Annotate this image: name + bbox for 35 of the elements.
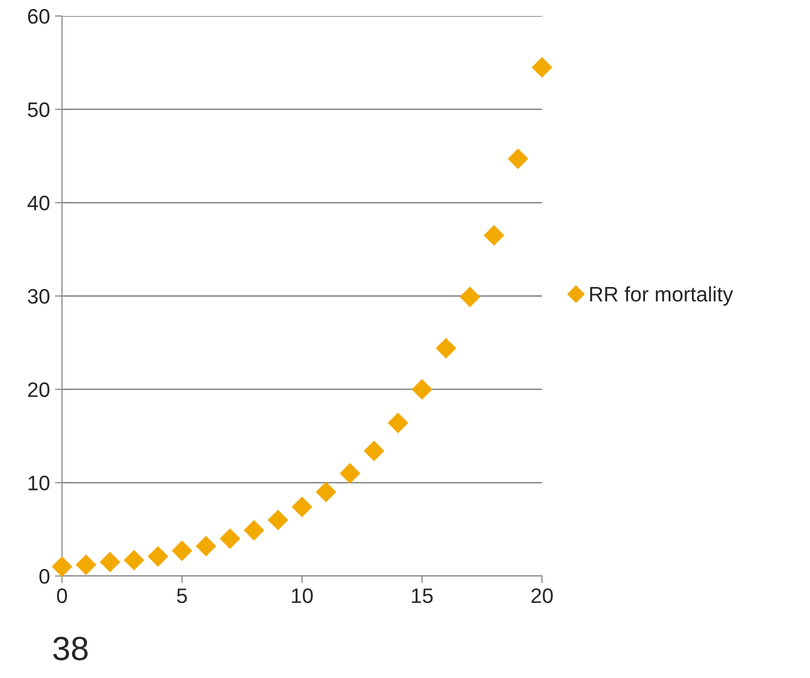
point (388, 412, 408, 434)
point (484, 225, 504, 246)
point (100, 552, 120, 572)
y-tick-label: 30 (28, 289, 50, 304)
point (220, 528, 240, 549)
point (508, 148, 528, 170)
point (316, 482, 336, 502)
point (52, 556, 72, 577)
point (124, 550, 144, 570)
point (412, 379, 432, 400)
point (196, 536, 216, 556)
legend-label: RR for mortality (590, 286, 734, 306)
point (460, 286, 480, 308)
point (76, 554, 96, 576)
x-tick-label: 15 (412, 588, 433, 604)
y-tick-label: 50 (28, 102, 50, 118)
text: 38 (53, 636, 88, 660)
x-tick-label: 10 (292, 588, 313, 604)
point (436, 338, 456, 359)
x-tick-label: 0 (57, 588, 67, 604)
point (172, 540, 192, 562)
point (532, 57, 552, 78)
y-tick-label: 60 (28, 9, 50, 24)
point (364, 440, 384, 462)
x-tick-label: 20 (531, 588, 553, 604)
point (244, 520, 264, 541)
y-tick-label: 20 (28, 382, 50, 398)
point (268, 510, 288, 530)
point (340, 463, 360, 484)
point (292, 496, 312, 518)
y-tick-label: 40 (28, 196, 50, 210)
y-tick-label: 0 (39, 569, 50, 584)
y-tick-label: 10 (28, 476, 50, 490)
x-tick-label: 5 (177, 588, 187, 604)
point (148, 546, 168, 567)
